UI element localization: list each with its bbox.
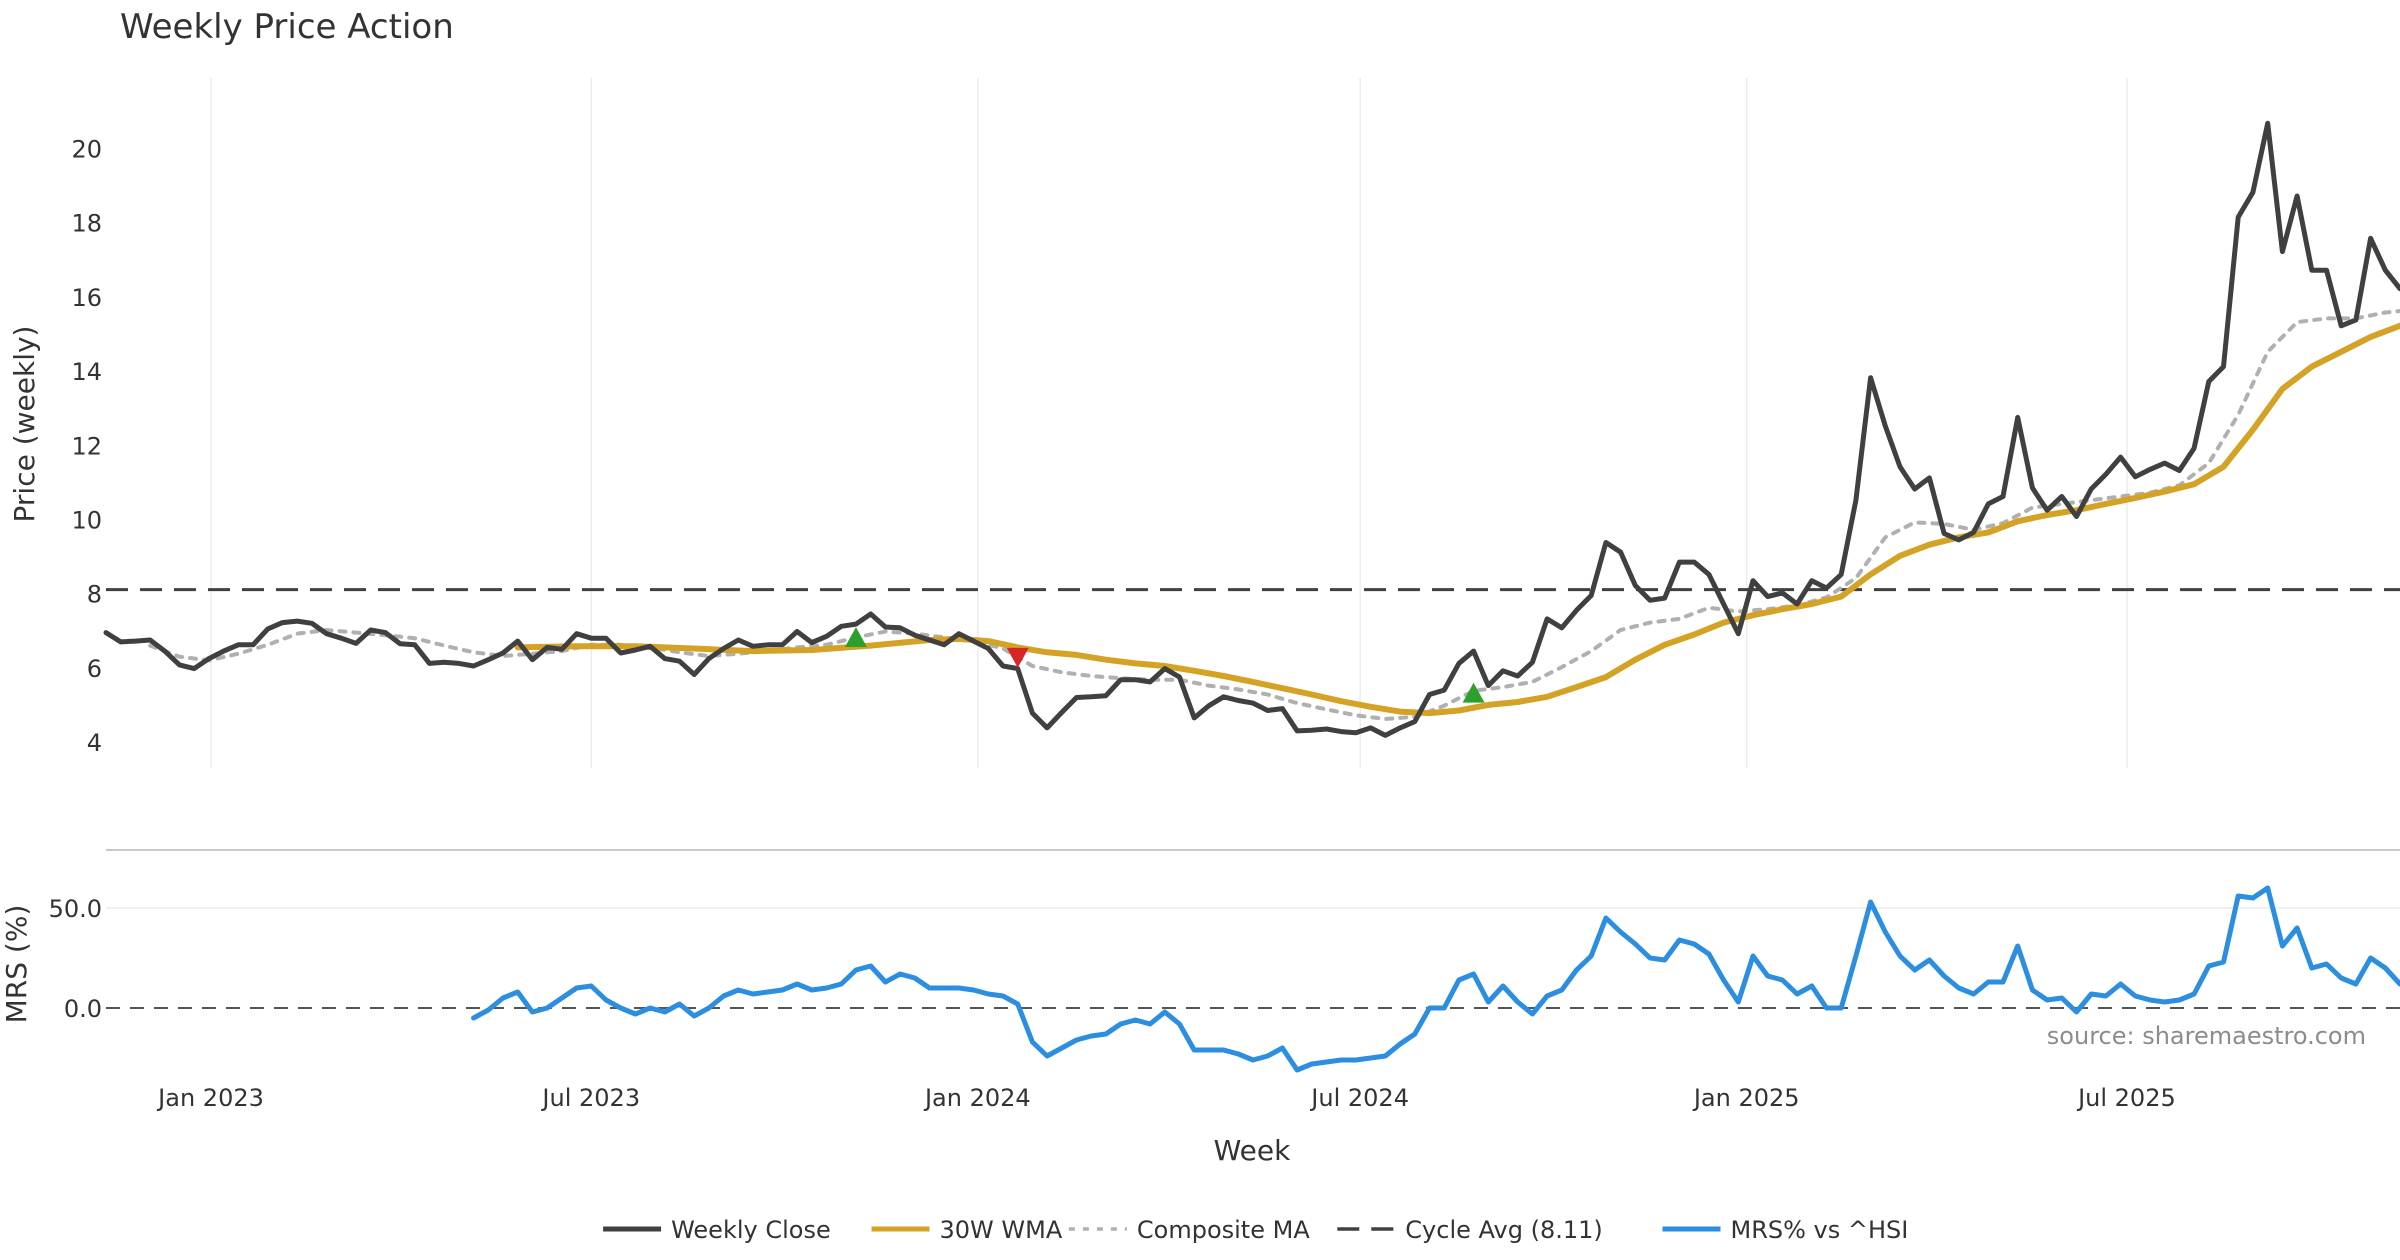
legend-item: Cycle Avg (8.11)	[1337, 1216, 1603, 1244]
series-weekly-close	[103, 120, 2400, 738]
price-y-tick-label: 6	[87, 655, 102, 683]
chart-legend: Weekly Close 30W WMA Composite MA Cycle Avg…	[603, 1216, 1908, 1244]
price-y-tick-label: 10	[71, 506, 102, 534]
legend-item: Composite MA	[1068, 1216, 1310, 1244]
price-y-tick-label: 20	[71, 135, 102, 163]
price-y-tick-label: 16	[71, 284, 102, 312]
legend-label: MRS% vs ^HSI	[1731, 1216, 1909, 1244]
buy-signal-marker	[1462, 682, 1485, 703]
mrs-y-tick-label: 0.0	[64, 995, 102, 1023]
legend-label: Composite MA	[1137, 1216, 1310, 1244]
mrs-y-ticks: 50.0 0.0	[49, 895, 102, 1023]
price-series-lines	[103, 120, 2400, 738]
price-y-tick-label: 8	[87, 581, 102, 609]
price-y-axis-label: Price (weekly)	[8, 326, 41, 523]
price-y-tick-label: 18	[71, 210, 102, 238]
x-axis-label: Week	[1214, 1134, 1291, 1167]
price-y-tick-label: 14	[71, 358, 102, 386]
x-tick-label: Jan 2024	[923, 1084, 1031, 1112]
x-tick-label: Jan 2025	[1692, 1084, 1800, 1112]
x-tick-label: Jul 2023	[540, 1084, 640, 1112]
legend-label: 30W WMA	[940, 1216, 1063, 1244]
legend-item: Weekly Close	[603, 1216, 831, 1244]
sell-signal-marker	[1006, 647, 1029, 668]
legend-item: 30W WMA	[871, 1216, 1063, 1244]
mrs-y-tick-label: 50.0	[49, 895, 102, 923]
signal-markers	[844, 627, 1485, 703]
legend-item: MRS% vs ^HSI	[1662, 1216, 1909, 1244]
legend-label: Weekly Close	[671, 1216, 831, 1244]
price-y-tick-label: 12	[71, 432, 102, 460]
x-tick-labels: Jan 2023 Jul 2023 Jan 2024 Jul 2024 Jan 2025…	[156, 1084, 2176, 1112]
mrs-series-line	[471, 885, 2400, 1073]
buy-signal-marker	[844, 627, 867, 647]
price-gridlines	[210, 78, 2128, 768]
series-composite-ma	[148, 309, 2400, 721]
price-y-tick-label: 4	[87, 729, 102, 757]
x-tick-label: Jul 2024	[1309, 1084, 1409, 1112]
mrs-y-axis-label: MRS (%)	[0, 905, 33, 1024]
series-30w-wma	[514, 322, 2400, 717]
price-y-ticks: 4 6 8 10 12 14 16 18 20	[71, 135, 102, 757]
chart-title: Weekly Price Action	[120, 7, 454, 47]
legend-label: Cycle Avg (8.11)	[1405, 1216, 1602, 1244]
series-mrs-vs-hsi	[471, 885, 2400, 1073]
x-tick-label: Jul 2025	[2076, 1084, 2176, 1112]
source-note: source: sharemaestro.com	[2047, 1022, 2366, 1050]
x-tick-label: Jan 2023	[156, 1084, 264, 1112]
